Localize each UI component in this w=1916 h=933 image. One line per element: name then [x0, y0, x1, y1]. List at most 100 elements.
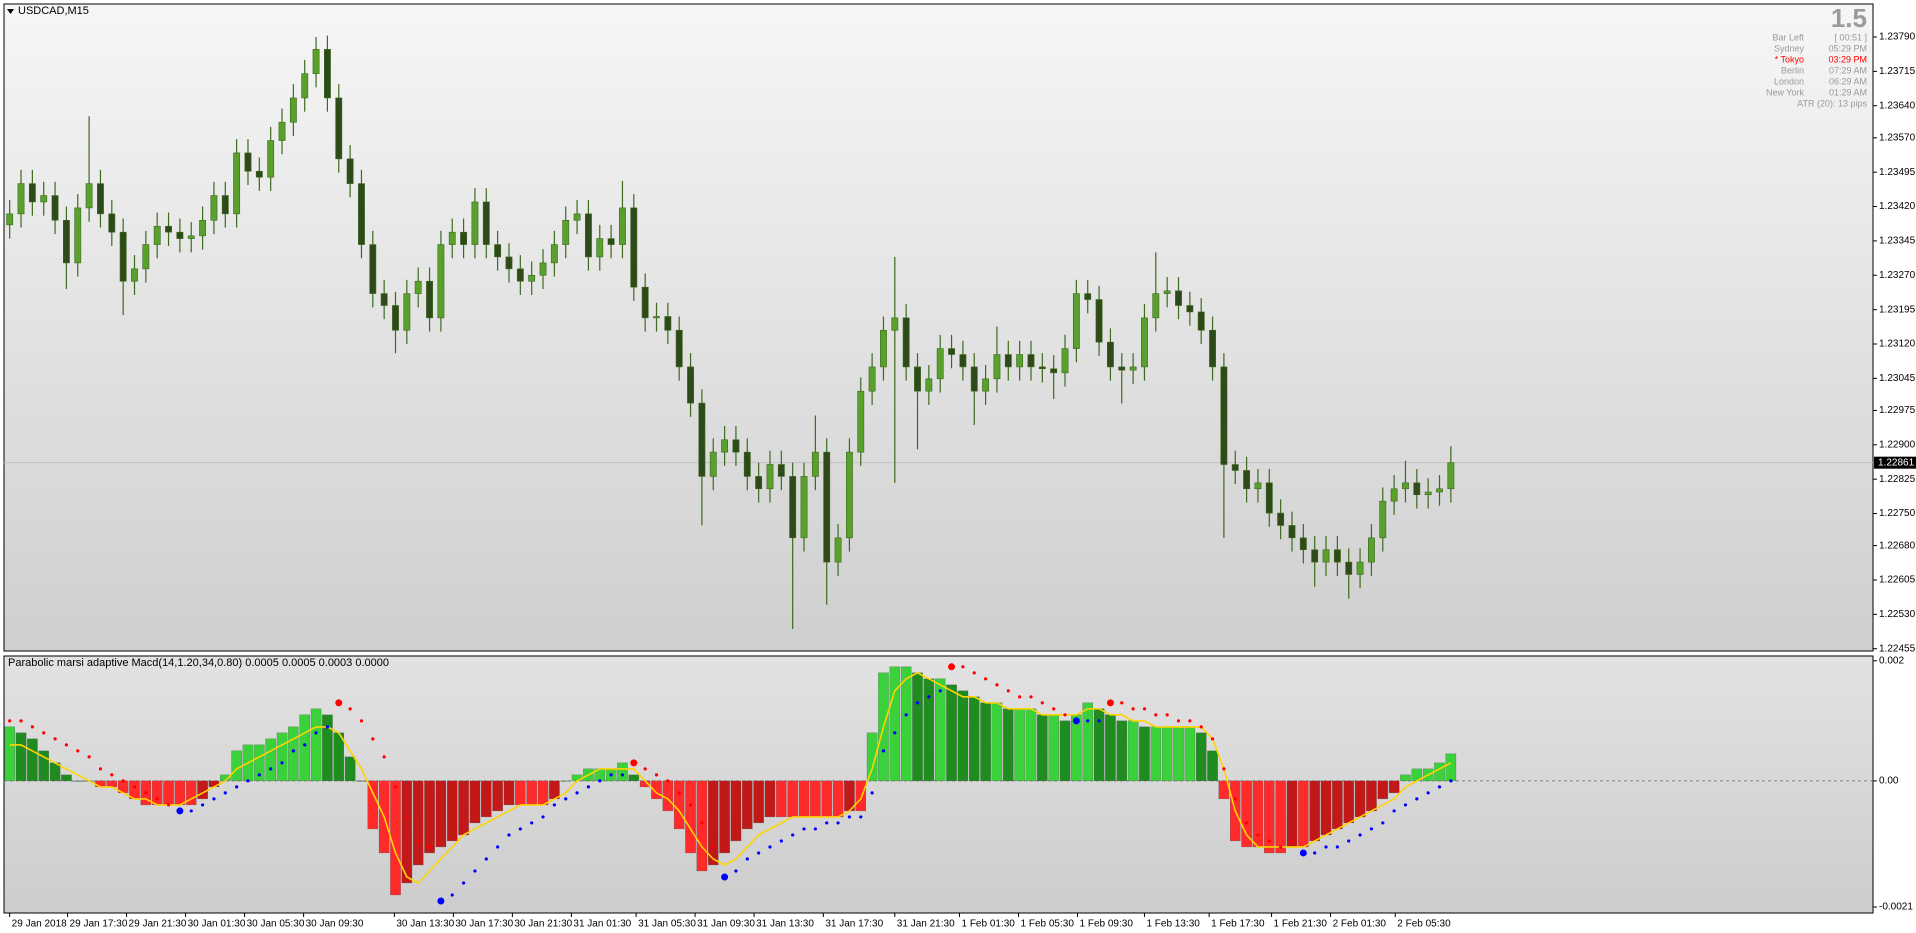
y-tick-label: 1.22455: [1879, 643, 1916, 654]
histogram-bar: [1150, 726, 1162, 782]
x-tick-label: 30 Jan 21:30: [514, 919, 572, 930]
x-tick-label: 1 Feb 09:30: [1080, 919, 1134, 930]
x-tick-label: 31 Jan 09:30: [697, 919, 755, 930]
candle-body: [914, 366, 921, 392]
y-tick-label: 1.22750: [1879, 508, 1916, 519]
sar-dot: [348, 707, 352, 711]
sar-dot: [1106, 699, 1114, 707]
histogram-bar: [15, 732, 27, 782]
sar-dot: [983, 677, 988, 681]
sar-dot: [246, 779, 250, 783]
histogram-bar: [356, 780, 367, 782]
histogram-bar: [458, 780, 469, 836]
candle-body: [584, 213, 592, 258]
x-tick-label: 30 Jan 09:30: [306, 919, 364, 930]
sar-dot: [1210, 737, 1215, 741]
histogram-bar: [1298, 780, 1309, 848]
candle-body: [62, 219, 70, 264]
candle-body: [743, 451, 751, 477]
histogram-bar: [254, 744, 265, 782]
sar-dot: [314, 731, 318, 735]
y-tick-label: 1.23640: [1879, 100, 1916, 111]
histogram-bar: [322, 714, 333, 782]
histogram-bar: [810, 780, 821, 818]
histogram-bar: [1195, 732, 1207, 782]
histogram-bar: [1309, 780, 1320, 842]
spread: 1.5: [1831, 3, 1867, 33]
candle-body: [687, 366, 694, 404]
candle-body: [1322, 549, 1330, 563]
x-tick-label: 29 Jan 2018: [12, 919, 67, 930]
candle-body: [1356, 561, 1364, 575]
sar-dot: [1233, 797, 1237, 801]
candle-body: [573, 213, 581, 221]
y-tick-label: 1.23495: [1879, 167, 1916, 178]
sar-dot: [972, 671, 976, 675]
menu-arrow[interactable]: [7, 9, 14, 14]
candle-body: [482, 201, 490, 245]
histogram-bar: [174, 780, 186, 806]
sar-dot: [870, 791, 874, 795]
sar-dot: [1097, 719, 1101, 723]
histogram-bar: [685, 780, 696, 854]
histogram-bar: [798, 780, 810, 818]
candle-body: [755, 476, 763, 490]
histogram-bar: [1320, 780, 1332, 836]
candle-body: [108, 213, 116, 233]
x-tick-label: 31 Jan 17:30: [825, 919, 883, 930]
x-tick-label: 31 Jan 21:30: [897, 919, 955, 930]
histogram-bar: [957, 690, 969, 782]
y-tick-label: 1.23790: [1879, 32, 1916, 43]
candle-body: [369, 244, 377, 294]
sar-dot: [1449, 779, 1453, 783]
sar-dot: [825, 821, 829, 825]
candle-body: [448, 231, 456, 245]
sar-dot: [189, 809, 193, 813]
sar-dot: [1381, 821, 1385, 825]
histogram-bar: [1264, 780, 1275, 854]
sar-dot: [335, 699, 343, 707]
histogram-bar: [787, 780, 798, 818]
histogram-bar: [1434, 762, 1445, 782]
histogram-bar: [855, 780, 867, 812]
candle-body: [97, 183, 104, 215]
y-tick-label: 1.23420: [1879, 201, 1916, 212]
sar-dot: [938, 689, 942, 693]
sar-dot: [1120, 701, 1124, 705]
histogram-bar: [231, 750, 242, 782]
candle-body: [800, 476, 808, 539]
histogram-bar: [1037, 714, 1048, 782]
y-tick-label: 1.23715: [1879, 66, 1916, 77]
histogram-bar: [27, 738, 38, 782]
candle-body: [28, 183, 36, 203]
candle-body: [857, 390, 865, 453]
bid-label: 1.22861: [1878, 457, 1915, 468]
candle-body: [323, 49, 331, 99]
candle-body: [51, 195, 59, 221]
y-tick-label: 1.23120: [1879, 339, 1916, 350]
sar-dot: [948, 663, 956, 671]
histogram-bar: [1059, 720, 1071, 782]
sar-dot: [1392, 809, 1396, 813]
candle-body: [505, 256, 513, 270]
histogram-bar: [934, 678, 946, 782]
sar-dot: [1437, 785, 1442, 789]
histogram-bar: [889, 666, 901, 782]
y-tick-label: 1.23345: [1879, 236, 1916, 247]
candle-body: [868, 366, 876, 392]
histogram-bar: [1116, 720, 1128, 782]
sar-dot: [121, 779, 125, 783]
histogram-bar: [390, 780, 401, 896]
sar-dot: [461, 881, 466, 885]
candle-body: [1197, 311, 1205, 331]
candle-body: [596, 238, 604, 258]
candle-body: [562, 219, 570, 245]
candle-body: [1333, 549, 1341, 563]
sar-dot: [427, 845, 432, 849]
histogram-bar: [185, 780, 197, 806]
candle-body: [437, 244, 445, 319]
sar-dot: [745, 857, 749, 861]
candle-body: [1095, 299, 1103, 343]
candle-body: [255, 170, 263, 178]
